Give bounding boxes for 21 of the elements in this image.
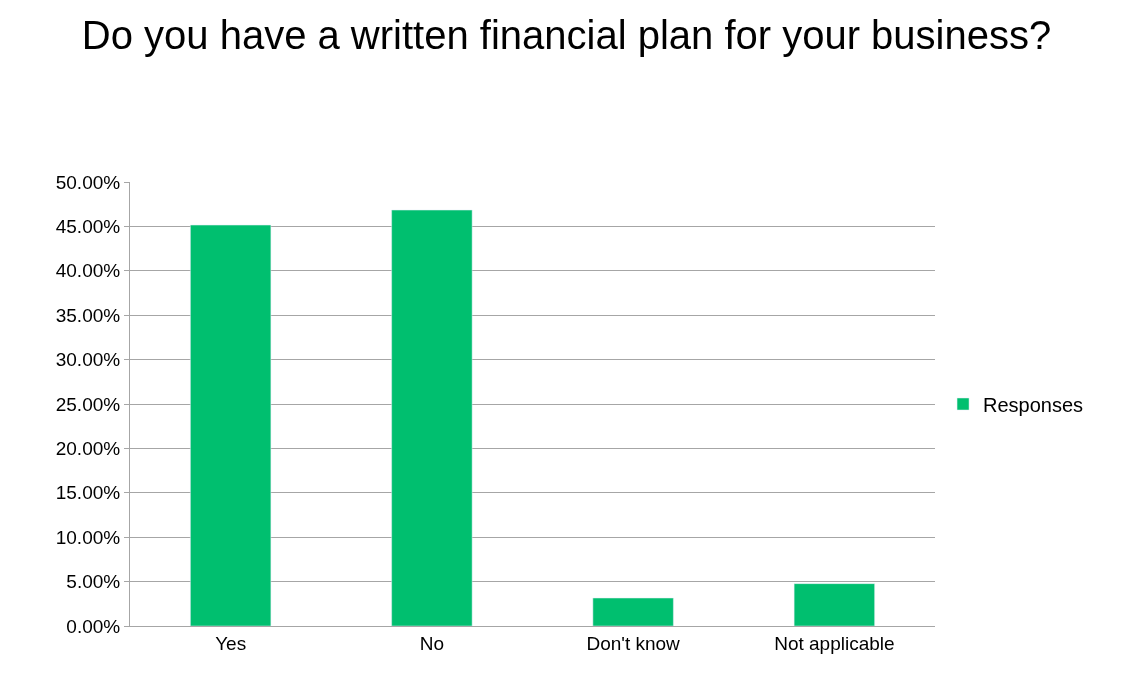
bar [592, 597, 674, 626]
bar [391, 209, 473, 626]
y-tick-label: 35.00% [55, 304, 121, 326]
bar [190, 224, 272, 626]
bar [793, 583, 875, 626]
y-tick-label: 30.00% [55, 349, 121, 371]
y-tick-label: 10.00% [55, 526, 121, 548]
x-tick-label: No [419, 632, 445, 654]
legend-label: Responses [983, 393, 1084, 416]
y-tick-label: 0.00% [66, 615, 121, 637]
y-tick-label: 50.00% [55, 171, 121, 193]
y-tick-label: 25.00% [55, 393, 121, 415]
chart-title: Do you have a written financial plan for your business? [81, 12, 1052, 57]
y-tick-label: 5.00% [66, 571, 121, 593]
x-tick-label: Yes [215, 632, 247, 654]
y-tick-label: 20.00% [55, 438, 121, 460]
y-tick-label: 45.00% [55, 216, 121, 238]
y-tick-label: 15.00% [55, 482, 121, 504]
x-tick-label: Don't know [586, 632, 681, 654]
y-tick-label: 40.00% [55, 260, 121, 282]
x-tick-label: Not applicable [774, 632, 895, 654]
